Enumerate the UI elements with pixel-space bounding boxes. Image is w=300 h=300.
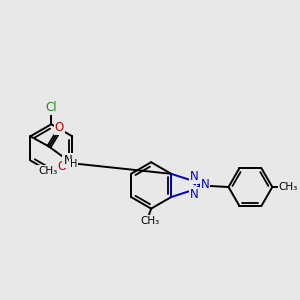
Text: O: O	[57, 160, 67, 173]
Text: N: N	[190, 188, 198, 201]
Text: H: H	[70, 159, 78, 169]
Text: N: N	[63, 154, 72, 167]
Text: N: N	[190, 170, 198, 183]
Text: CH₃: CH₃	[38, 166, 57, 176]
Text: N: N	[201, 178, 209, 191]
Text: CH₃: CH₃	[279, 182, 298, 192]
Text: O: O	[55, 121, 64, 134]
Text: CH₃: CH₃	[140, 216, 159, 226]
Text: Cl: Cl	[46, 101, 57, 114]
